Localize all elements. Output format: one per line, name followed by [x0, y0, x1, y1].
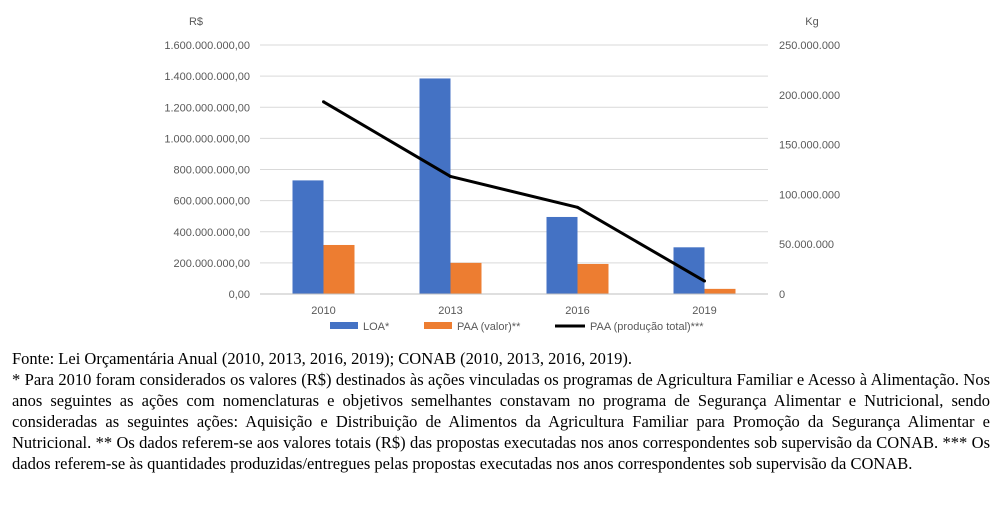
x-tick-label: 2016 — [565, 305, 589, 317]
footnote-text: * Para 2010 foram considerados os valore… — [12, 370, 990, 473]
right-tick-label: 50.000.000 — [779, 239, 834, 251]
combo-chart: R$ 0,00 200.000.000,00 400.000.000,00 600.0… — [164, 16, 840, 333]
line-point — [322, 100, 325, 104]
legend-label: PAA (produção total)*** — [590, 321, 704, 333]
right-axis-unit: Kg — [805, 16, 818, 28]
x-tick-label: 2013 — [438, 305, 462, 317]
chart-notes: Fonte: Lei Orçamentária Anual (2010, 201… — [12, 348, 990, 474]
left-tick-label: 1.400.000.000,00 — [164, 71, 250, 83]
bar-loa — [419, 78, 451, 294]
bar-paa-valor — [323, 244, 355, 294]
right-tick-label: 250.000.000 — [779, 40, 840, 52]
legend-swatch — [330, 322, 358, 329]
left-tick-label: 1.200.000.000,00 — [164, 102, 250, 114]
left-tick-label: 600.000.000,00 — [174, 196, 250, 208]
left-tick-label: 1.000.000.000,00 — [164, 133, 250, 145]
left-tick-label: 200.000.000,00 — [174, 258, 250, 270]
line-point — [576, 205, 579, 209]
left-axis: R$ 0,00 200.000.000,00 400.000.000,00 600.0… — [164, 16, 250, 301]
legend-label: PAA (valor)** — [457, 321, 521, 333]
x-tick-label: 2010 — [311, 305, 335, 317]
legend: LOA* PAA (valor)** PAA (produção total)*** — [330, 321, 704, 333]
left-tick-label: 800.000.000,00 — [174, 165, 250, 177]
right-tick-label: 100.000.000 — [779, 189, 840, 201]
left-tick-label: 1.600.000.000,00 — [164, 40, 250, 52]
x-axis: 2010 2013 2016 2019 — [260, 293, 768, 317]
bar-paa-valor — [704, 288, 736, 294]
right-tick-label: 0 — [779, 289, 785, 301]
bar-loa — [546, 216, 578, 294]
x-tick-label: 2019 — [692, 305, 716, 317]
line-point — [449, 174, 452, 178]
bars — [292, 78, 736, 294]
production-line — [322, 100, 706, 283]
legend-swatch — [424, 322, 452, 329]
source-note: Fonte: Lei Orçamentária Anual (2010, 201… — [12, 349, 633, 368]
bar-paa-valor — [577, 263, 609, 294]
legend-label: LOA* — [363, 321, 390, 333]
right-tick-label: 200.000.000 — [779, 90, 840, 102]
line-paa-producao — [322, 100, 706, 283]
right-axis: Kg 0 50.000.000 100.000.000 150.000.000 200.… — [779, 16, 840, 301]
left-axis-unit: R$ — [189, 16, 203, 28]
line-point — [703, 279, 706, 283]
right-tick-label: 150.000.000 — [779, 140, 840, 152]
left-tick-label: 400.000.000,00 — [174, 227, 250, 239]
left-tick-label: 0,00 — [229, 289, 250, 301]
bar-loa — [292, 180, 324, 294]
bar-paa-valor — [450, 262, 482, 294]
